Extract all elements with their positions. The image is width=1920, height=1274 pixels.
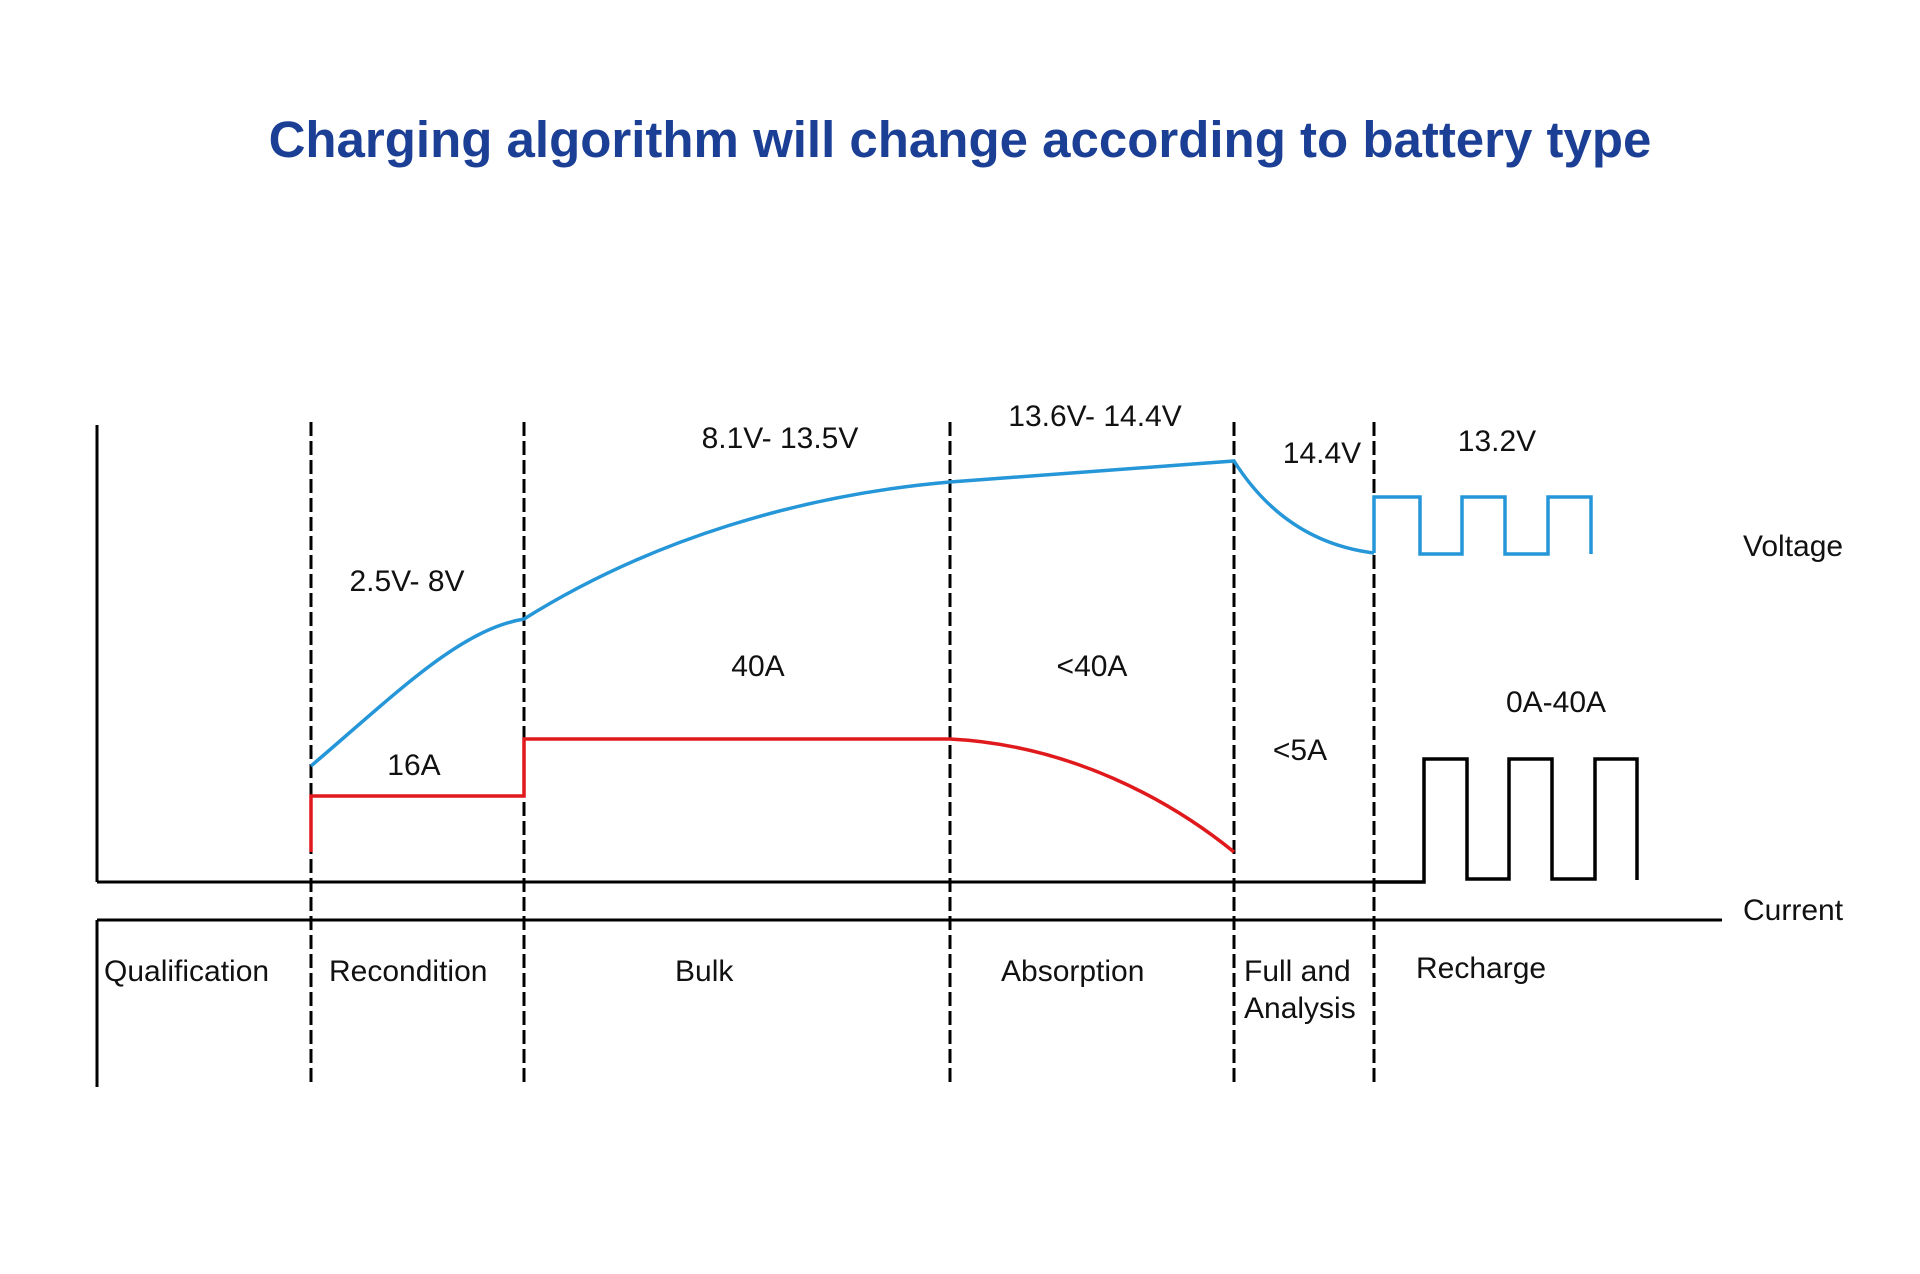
stage-name-bulk: Bulk bbox=[675, 955, 734, 988]
absorption-voltage-label: 13.6V- 14.4V bbox=[1008, 400, 1181, 433]
current-pulse-waveform bbox=[1374, 757, 1639, 884]
recondition-current-label: 16A bbox=[387, 749, 440, 782]
current-row-label: Current bbox=[1743, 894, 1844, 927]
diagram-title: Charging algorithm will change according… bbox=[269, 111, 1652, 168]
stage-name-full-and: Full and bbox=[1244, 955, 1351, 988]
voltage-row-label: Voltage bbox=[1743, 530, 1843, 563]
recharge-current-label: 0A-40A bbox=[1506, 686, 1606, 719]
full-analysis-current-label: <5A bbox=[1273, 734, 1327, 767]
voltage-curve bbox=[309, 459, 1375, 768]
stage-name-absorption: Absorption bbox=[1001, 955, 1144, 988]
bulk-current-label: 40A bbox=[731, 650, 784, 683]
current-curve bbox=[309, 737, 1236, 854]
full-analysis-voltage-label: 14.4V bbox=[1283, 437, 1361, 470]
bulk-voltage-label: 8.1V- 13.5V bbox=[702, 422, 859, 455]
stage-name-recondition: Recondition bbox=[329, 955, 487, 988]
recondition-voltage-label: 2.5V- 8V bbox=[349, 565, 464, 598]
absorption-current-label: <40A bbox=[1057, 650, 1128, 683]
voltage-pulse-waveform bbox=[1372, 495, 1593, 556]
stage-name-analysis: Analysis bbox=[1244, 992, 1356, 1025]
recharge-voltage-label: 13.2V bbox=[1458, 425, 1536, 458]
stage-name-recharge: Recharge bbox=[1416, 952, 1546, 985]
stage-name-qualification: Qualification bbox=[104, 955, 269, 988]
